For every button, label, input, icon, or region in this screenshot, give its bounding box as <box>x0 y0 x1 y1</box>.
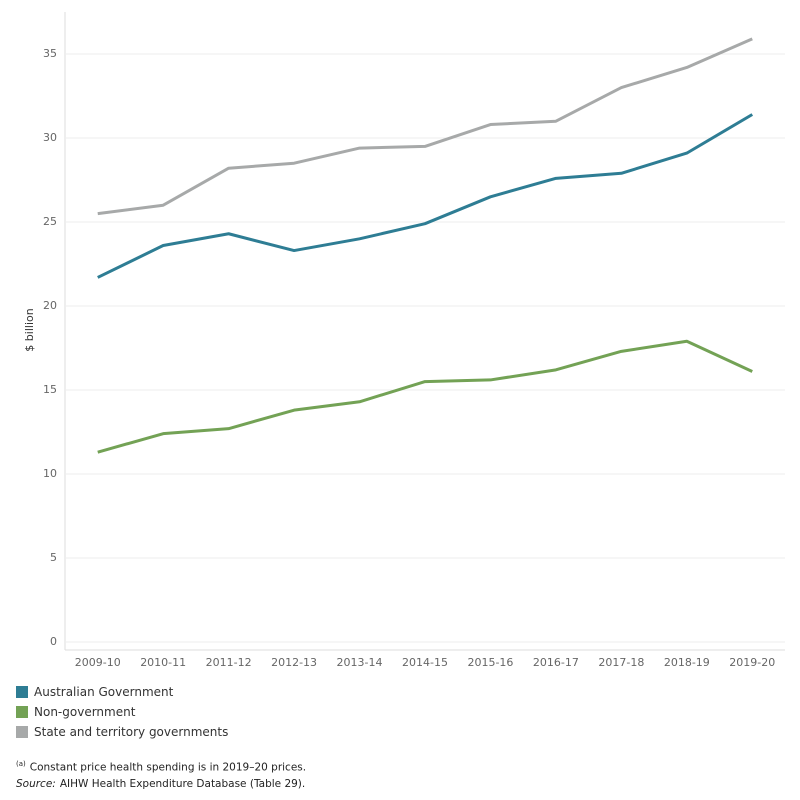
footnotes: (a) Constant price health spending is in … <box>16 756 306 792</box>
y-tick-label: 35 <box>43 47 57 60</box>
legend-item: Australian Government <box>16 682 228 702</box>
legend-swatch <box>16 706 28 718</box>
y-tick-label: 25 <box>43 215 57 228</box>
source-text: AIHW Health Expenditure Database (Table … <box>59 777 306 790</box>
legend-item: Non-government <box>16 702 228 722</box>
x-tick-label: 2014-15 <box>402 656 448 669</box>
series-line <box>97 37 753 216</box>
legend-label: Australian Government <box>34 685 174 699</box>
y-tick-label: 15 <box>43 383 57 396</box>
x-tick-label: 2012-13 <box>271 656 317 669</box>
x-tick-label: 2017-18 <box>598 656 644 669</box>
x-tick-label: 2013-14 <box>337 656 383 669</box>
chart: $ billion 0 5 10 15 20 25 30 35 2009-10 2010-11 20… <box>23 12 785 669</box>
legend-label: State and territory governments <box>34 725 229 739</box>
y-tick-label: 10 <box>43 467 57 480</box>
legend: Australian Government Non-government State… <box>16 682 228 742</box>
legend-label: Non-government <box>34 705 136 719</box>
x-tick-label: 2010-11 <box>140 656 186 669</box>
x-tick-label: 2015-16 <box>467 656 513 669</box>
x-tick-label: 2018-19 <box>664 656 710 669</box>
x-tick-label: 2019-20 <box>729 656 775 669</box>
note: (a) Constant price health spending is in … <box>16 756 306 776</box>
x-tick-label: 2009-10 <box>75 656 121 669</box>
series-line <box>97 339 753 454</box>
note-text: Constant price health spending is in 201… <box>29 761 307 774</box>
y-tick-label: 5 <box>50 551 57 564</box>
y-tick-label: 30 <box>43 131 57 144</box>
x-tick-label: 2011-12 <box>206 656 252 669</box>
note-marker: (a) <box>16 760 26 768</box>
x-tick-label: 2016-17 <box>533 656 579 669</box>
y-tick-label: 20 <box>43 299 57 312</box>
series-line <box>97 113 754 279</box>
legend-swatch <box>16 686 28 698</box>
legend-swatch <box>16 726 28 738</box>
y-tick-label: 0 <box>50 635 57 648</box>
source: Source: AIHW Health Expenditure Database … <box>16 776 306 792</box>
source-label: Source: <box>16 777 56 790</box>
legend-item: State and territory governments <box>16 722 228 742</box>
y-axis-label: $ billion <box>23 308 36 351</box>
